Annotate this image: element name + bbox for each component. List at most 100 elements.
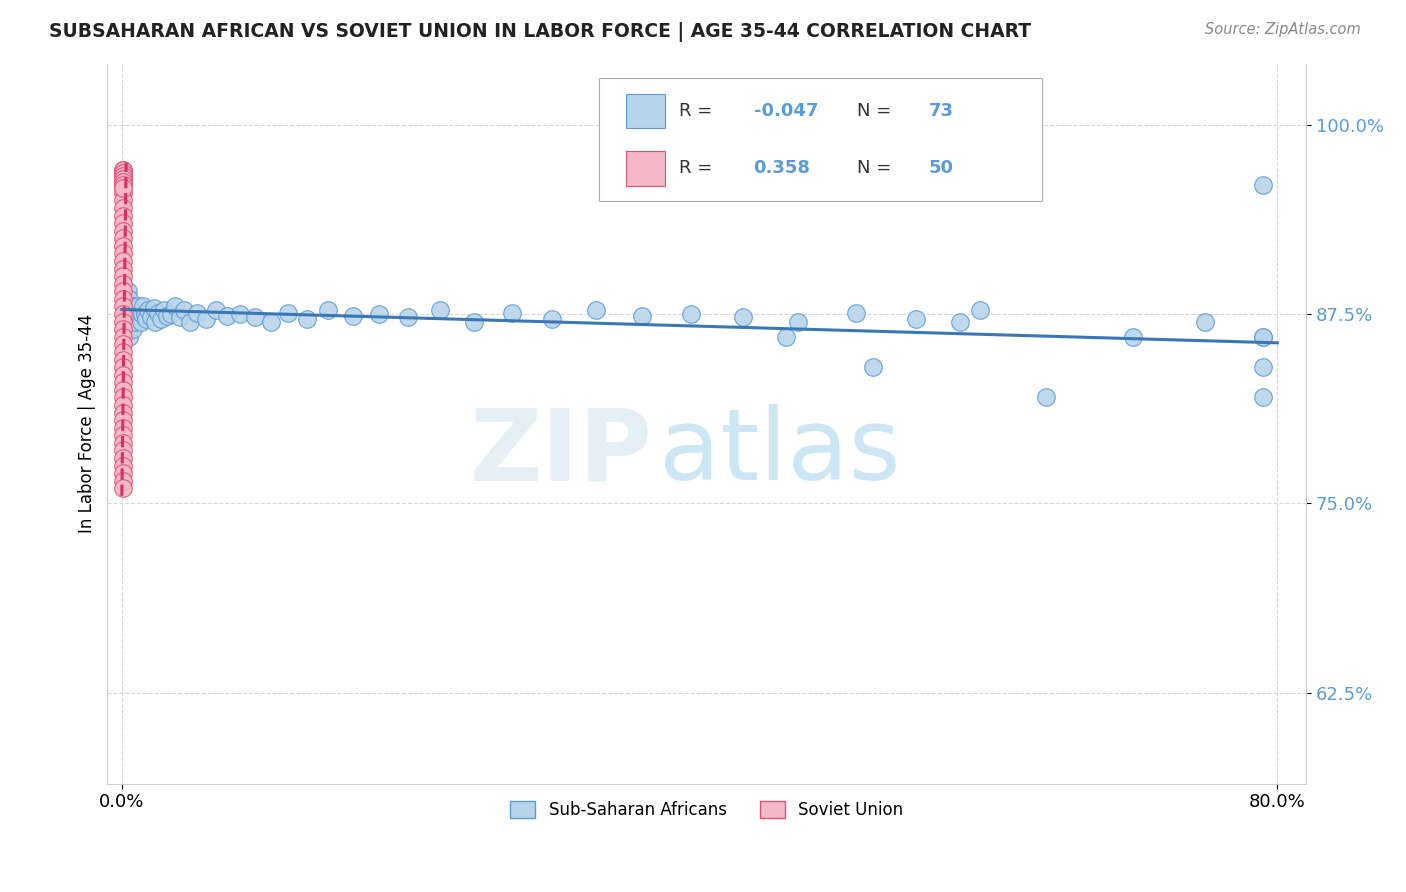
Point (173, 302, 195, 317)
Text: atlas: atlas (659, 404, 900, 501)
Point (117, 285, 139, 299)
Point (169, 310, 191, 324)
Text: N =: N = (856, 160, 897, 178)
Point (342, 309, 364, 323)
Point (368, 307, 391, 321)
Point (112, 405, 135, 419)
Point (112, 337, 135, 351)
Point (429, 302, 451, 317)
Text: 0.358: 0.358 (754, 160, 811, 178)
Point (112, 201, 135, 215)
Point (117, 322, 139, 336)
Point (112, 166, 135, 180)
Point (112, 163, 135, 178)
Point (630, 309, 652, 323)
Point (318, 302, 340, 317)
Point (243, 310, 266, 324)
Point (122, 322, 145, 336)
Point (165, 300, 187, 314)
FancyBboxPatch shape (627, 151, 665, 186)
Point (112, 315, 135, 329)
Point (1122, 330, 1144, 344)
Point (146, 305, 169, 319)
Point (541, 311, 564, 326)
Point (112, 420, 135, 434)
Point (112, 285, 135, 299)
Point (112, 352, 135, 367)
Point (112, 330, 135, 344)
Point (112, 239, 135, 253)
Point (112, 170, 135, 185)
Point (112, 172, 135, 186)
Point (135, 311, 157, 326)
Point (160, 307, 183, 321)
Point (155, 309, 177, 323)
Point (112, 428, 135, 442)
Point (731, 310, 754, 324)
Point (229, 307, 252, 321)
Point (112, 216, 135, 230)
Point (295, 311, 318, 326)
Point (186, 305, 208, 319)
Point (463, 315, 485, 329)
Point (112, 360, 135, 375)
Point (132, 300, 155, 314)
Text: R =: R = (679, 102, 718, 120)
Point (118, 330, 141, 344)
Point (128, 307, 150, 321)
Point (112, 413, 135, 427)
Point (115, 315, 138, 329)
Point (112, 292, 135, 306)
Point (112, 368, 135, 382)
Point (152, 302, 174, 317)
Point (129, 315, 152, 329)
Point (112, 322, 135, 336)
Point (112, 450, 135, 465)
Point (127, 300, 149, 314)
Point (125, 307, 148, 321)
Point (277, 305, 299, 319)
Point (1251, 330, 1274, 344)
Point (396, 310, 419, 324)
Point (112, 181, 135, 195)
Point (862, 360, 884, 375)
Point (194, 311, 217, 326)
Point (948, 315, 970, 329)
Point (134, 307, 156, 321)
Point (112, 376, 135, 390)
Point (112, 194, 135, 208)
Point (112, 178, 135, 193)
Point (115, 300, 138, 314)
Point (775, 330, 797, 344)
Point (179, 315, 201, 329)
Point (112, 175, 135, 189)
Point (585, 302, 607, 317)
Point (905, 311, 928, 326)
Point (117, 307, 139, 321)
Point (112, 209, 135, 223)
Point (112, 398, 135, 412)
Point (112, 269, 135, 284)
Point (112, 307, 135, 321)
Point (1035, 390, 1057, 404)
Point (112, 466, 135, 480)
Point (1251, 330, 1274, 344)
Point (120, 315, 142, 329)
Point (149, 311, 172, 326)
Point (112, 443, 135, 458)
Point (112, 300, 135, 314)
Point (1251, 360, 1274, 375)
Text: ZIP: ZIP (470, 404, 652, 501)
Point (112, 186, 135, 200)
Point (786, 315, 808, 329)
Text: N =: N = (856, 102, 897, 120)
Text: 50: 50 (928, 160, 953, 178)
Point (1251, 390, 1274, 404)
Point (217, 309, 239, 323)
Point (616, 178, 638, 193)
Point (112, 231, 135, 245)
Point (139, 310, 162, 324)
Point (112, 345, 135, 359)
Point (112, 277, 135, 291)
Point (679, 307, 702, 321)
